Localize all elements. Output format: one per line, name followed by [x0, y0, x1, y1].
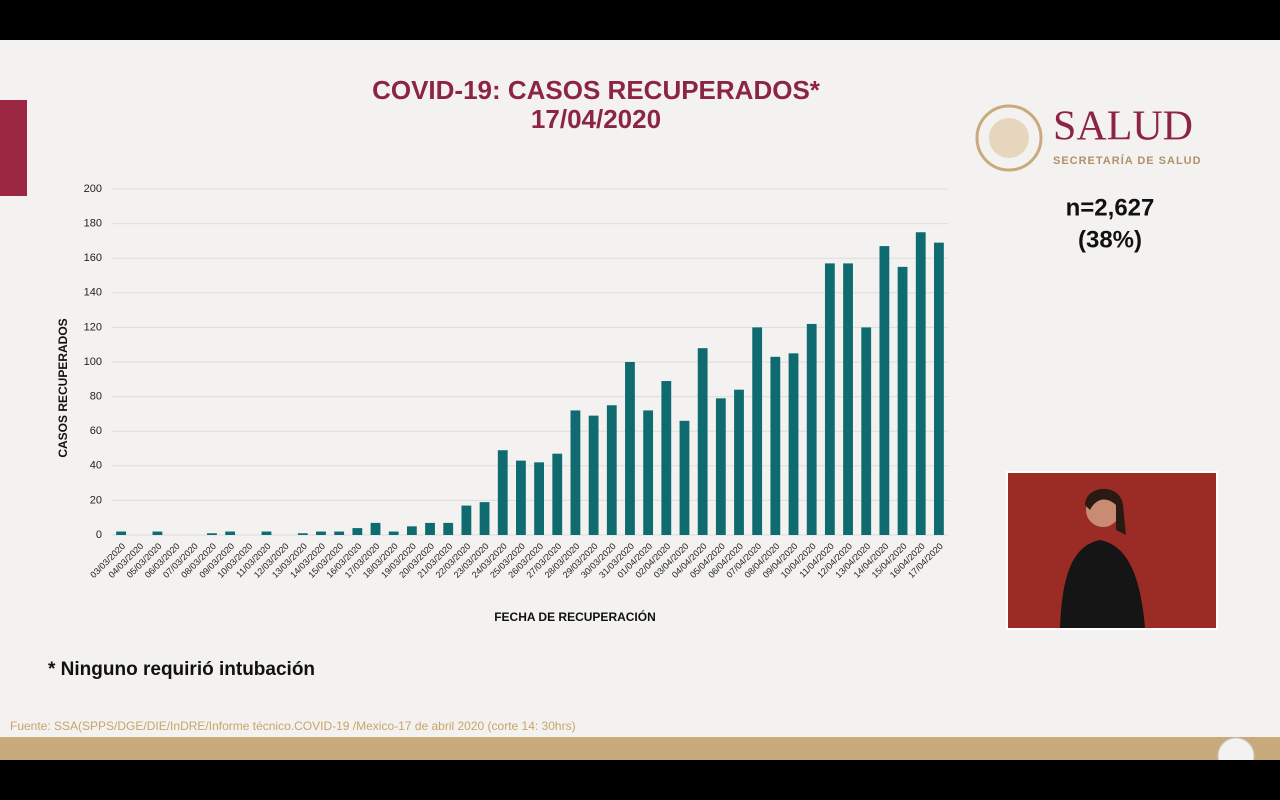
bar	[352, 528, 363, 535]
y-tick-label: 180	[84, 218, 102, 230]
bar	[715, 398, 726, 535]
source: Fuente: SSA(SPPS/DGE/DIE/InDRE/Informe t…	[10, 719, 576, 733]
bar	[497, 450, 508, 535]
chart-title: COVID-19: CASOS RECUPERADOS*	[372, 75, 821, 105]
bar	[770, 356, 781, 535]
slide-background	[0, 40, 1280, 760]
y-axis-label: CASOS RECUPERADOS	[56, 318, 70, 457]
y-tick-label: 60	[90, 425, 102, 437]
bar	[752, 327, 763, 535]
top-letterbox	[0, 0, 1280, 40]
y-tick-label: 40	[90, 460, 102, 472]
y-tick-label: 0	[96, 529, 102, 541]
bar	[443, 522, 454, 535]
interpreter-hair	[1085, 488, 1126, 535]
bar	[261, 531, 272, 535]
bar	[861, 327, 872, 535]
bottom-band	[0, 737, 1280, 760]
y-tick-label: 200	[84, 183, 102, 195]
annotation: (38%)	[1078, 226, 1142, 253]
emblem-center	[989, 118, 1029, 158]
logo-subtitle: SECRETARÍA DE SALUD	[1053, 154, 1202, 167]
bar	[425, 522, 435, 535]
bar	[879, 246, 890, 535]
y-tick-label: 160	[84, 252, 102, 264]
bar	[625, 362, 635, 535]
side-accent	[0, 100, 27, 196]
chart-subtitle: 17/04/2020	[531, 104, 661, 134]
bar	[534, 462, 544, 535]
x-axis-label: FECHA DE RECUPERACIÓN	[494, 609, 656, 624]
bar	[734, 389, 744, 535]
bar	[570, 410, 581, 535]
bar	[806, 323, 817, 535]
bar	[334, 531, 345, 535]
bar	[643, 410, 654, 535]
y-tick-label: 20	[90, 494, 102, 506]
bar	[152, 531, 163, 535]
bar	[843, 263, 853, 535]
bar	[824, 263, 835, 535]
interpreter-video	[1006, 471, 1218, 630]
bar	[316, 531, 326, 535]
bar	[788, 353, 799, 535]
footnote: * Ninguno requirió intubación	[48, 659, 315, 680]
bar	[207, 533, 217, 535]
bar	[516, 460, 526, 535]
bar	[225, 531, 236, 535]
logo-title: SALUD	[1053, 104, 1193, 150]
bar	[116, 531, 126, 535]
bar	[588, 415, 599, 535]
annotation: n=2,627	[1066, 194, 1155, 221]
bar	[679, 420, 690, 535]
bar	[697, 348, 708, 535]
bar	[461, 505, 472, 535]
bar	[479, 502, 490, 535]
bar	[661, 381, 672, 535]
bar	[915, 232, 926, 535]
bar	[897, 266, 908, 535]
bar	[934, 242, 944, 535]
bar	[297, 533, 308, 535]
y-tick-label: 140	[84, 287, 102, 299]
bottom-letterbox	[0, 760, 1280, 800]
bar	[606, 405, 617, 535]
y-tick-label: 100	[84, 356, 102, 368]
y-tick-label: 120	[84, 321, 102, 333]
bar	[388, 531, 399, 535]
y-tick-label: 80	[90, 391, 102, 403]
emblem	[975, 104, 1043, 172]
interpreter-body	[1060, 540, 1145, 628]
bar	[370, 522, 381, 535]
bar	[552, 453, 563, 535]
bar	[406, 526, 417, 535]
